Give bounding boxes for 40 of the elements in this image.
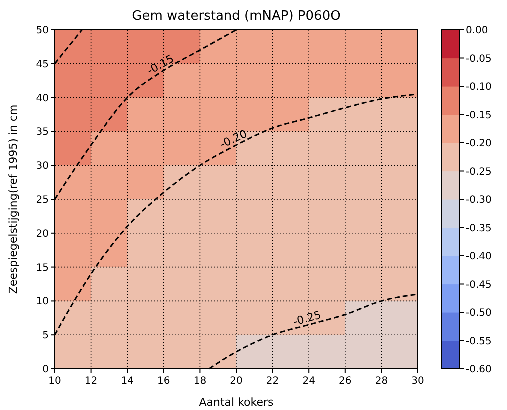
y-tick-label: 25 bbox=[36, 195, 49, 206]
text: -0.20 bbox=[218, 127, 250, 152]
y-tick-label: 30 bbox=[36, 161, 49, 172]
x-tick-label: 26 bbox=[339, 376, 352, 387]
color-bar-label: -0.40 bbox=[466, 252, 492, 262]
text: -0.15 bbox=[145, 52, 176, 78]
color-bar-label: -0.30 bbox=[466, 195, 492, 206]
x-tick-label: 30 bbox=[412, 376, 424, 387]
y-tick-label: 5 bbox=[42, 330, 49, 342]
y-tick-label: 50 bbox=[36, 26, 49, 36]
y-tick-label: 20 bbox=[36, 228, 49, 240]
x-tick-label: 18 bbox=[194, 376, 207, 387]
y-tick-label: 15 bbox=[36, 262, 49, 274]
x-tick-label: 16 bbox=[158, 376, 170, 387]
color-bar-label: -0.55 bbox=[466, 336, 492, 348]
color-bar-label: -0.25 bbox=[466, 166, 492, 178]
x-axis-title: Aantal kokers bbox=[199, 396, 274, 409]
y-tick-label: 35 bbox=[36, 127, 49, 138]
y-tick-label: 0 bbox=[42, 364, 49, 376]
y-axis-title: Zeespiegelstijging(ref 1995) in cm bbox=[7, 104, 20, 294]
color-bar-label: -0.50 bbox=[466, 308, 492, 319]
y-tick-label: 40 bbox=[36, 93, 49, 104]
x-tick-label: 22 bbox=[266, 376, 280, 387]
color-bar-label: -0.20 bbox=[466, 138, 492, 150]
y-tick-label: 45 bbox=[36, 59, 49, 70]
x-tick-label: 12 bbox=[84, 376, 98, 387]
color-bar-label: -0.45 bbox=[466, 280, 492, 291]
color-bar-label: -0.35 bbox=[466, 223, 492, 234]
x-tick-label: 28 bbox=[375, 376, 388, 387]
color-bar-label: 0.00 bbox=[466, 26, 488, 36]
color-bar-label: -0.60 bbox=[466, 364, 492, 376]
text: -0.25 bbox=[292, 308, 323, 329]
color-bar-label: -0.10 bbox=[466, 82, 492, 93]
color-bar-label: -0.15 bbox=[466, 110, 492, 122]
chart-title: Gem waterstand (mNAP) P060O bbox=[132, 9, 341, 24]
x-tick-label: 24 bbox=[302, 376, 316, 387]
y-tick-label: 10 bbox=[36, 296, 49, 308]
x-tick-label: 20 bbox=[230, 376, 243, 387]
color-bar-label: -0.05 bbox=[466, 54, 492, 65]
x-tick-label: 14 bbox=[121, 376, 134, 387]
